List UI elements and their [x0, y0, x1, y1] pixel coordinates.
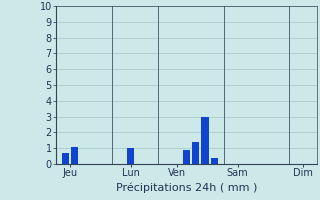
Bar — [71, 147, 78, 164]
X-axis label: Précipitations 24h ( mm ): Précipitations 24h ( mm ) — [116, 182, 257, 193]
Bar — [61, 153, 69, 164]
Bar — [183, 150, 190, 164]
Bar — [192, 142, 199, 164]
Bar — [211, 158, 218, 164]
Bar — [127, 148, 134, 164]
Bar — [201, 117, 209, 164]
